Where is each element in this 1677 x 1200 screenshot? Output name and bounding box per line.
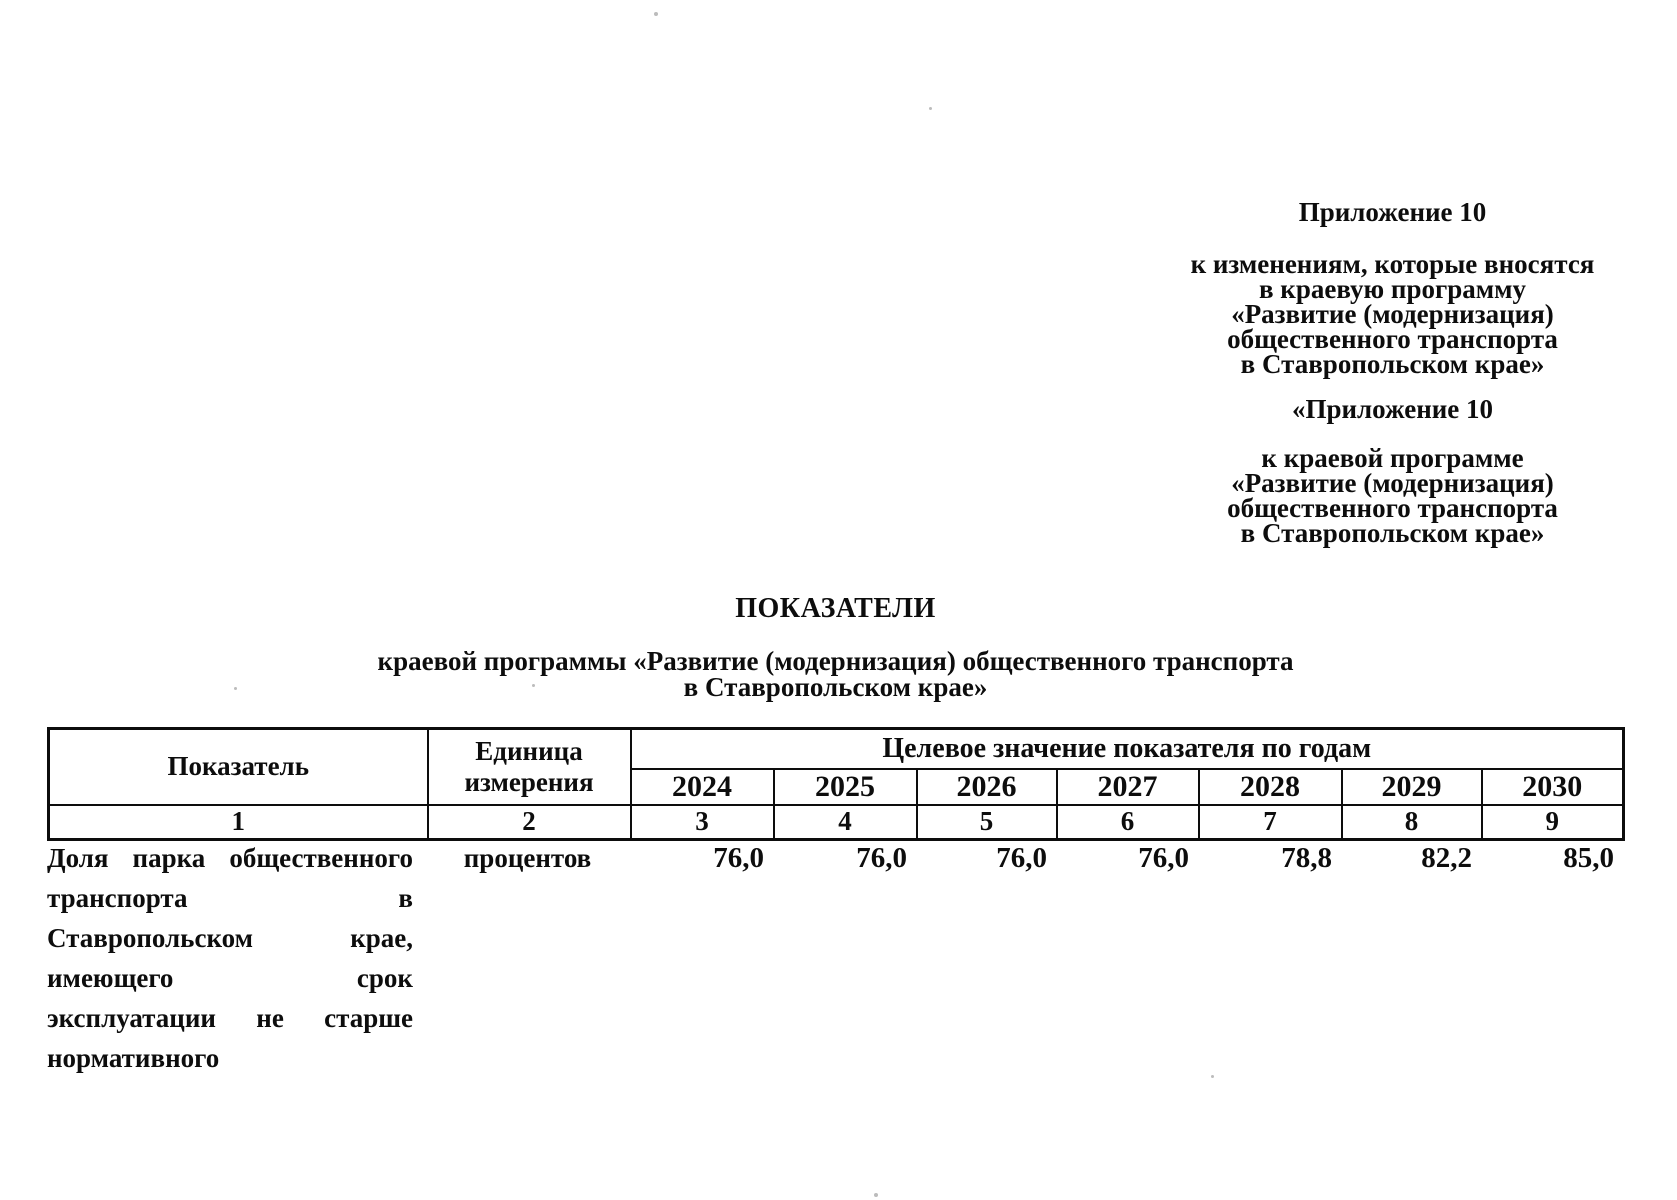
table-data-row: Доля парка общественного транспорта в Ст… <box>47 836 1622 1078</box>
column-number-9: 9 <box>1480 803 1625 841</box>
scan-speckle <box>874 1193 878 1197</box>
reference-line: к изменениям, которые вносятся <box>1190 249 1595 279</box>
scan-speckle <box>1211 1075 1214 1078</box>
document-title-block: ПОКАЗАТЕЛИ краевой программы «Развитие (… <box>47 593 1624 702</box>
value-cell-2025: 76,0 <box>856 842 907 874</box>
table-numbering-row: 1 2 3 4 5 6 7 8 9 <box>47 803 1625 841</box>
indicator-column-header: Показатель <box>47 727 429 806</box>
scan-speckle <box>654 12 658 16</box>
reference-line: «Развитие (модернизация) <box>1231 299 1554 329</box>
title-subtitle-line: краевой программы «Развитие (модернизаци… <box>377 646 1294 676</box>
column-number-2: 2 <box>426 803 632 841</box>
unit-column-header: Единица измерения <box>426 727 632 806</box>
indicator-line: Ставропольском крае, <box>47 923 413 953</box>
table-header-row: Показатель Единица измерения Целевое зна… <box>47 727 1625 806</box>
indicator-line: имеющего срок <box>47 963 413 993</box>
column-number-4: 4 <box>772 803 918 841</box>
scan-speckle <box>929 107 932 110</box>
table-years-row: 2024 2025 2026 2027 2028 2029 2030 <box>49 767 1625 806</box>
reference-line: общественного транспорта <box>1227 493 1558 523</box>
value-cell-2027: 76,0 <box>1138 842 1189 874</box>
reference-line: «Развитие (модернизация) <box>1231 468 1554 498</box>
column-number-8: 8 <box>1340 803 1483 841</box>
page-title: ПОКАЗАТЕЛИ <box>735 593 936 624</box>
value-cell-2028: 78,8 <box>1281 842 1332 874</box>
value-cell-2030: 85,0 <box>1563 842 1614 874</box>
year-header-2024: 2024 <box>629 767 775 806</box>
amendments-reference: к изменениям, которые вносятся в краевую… <box>1190 249 1595 379</box>
year-header-2028: 2028 <box>1197 767 1343 806</box>
program-reference: к краевой программе «Развитие (модерниза… <box>1190 443 1595 548</box>
value-cell-2029: 82,2 <box>1421 842 1472 874</box>
column-number-3: 3 <box>629 803 775 841</box>
indicator-cell: Доля парка общественного транспорта в Ст… <box>47 836 426 1078</box>
column-number-7: 7 <box>1197 803 1343 841</box>
year-header-2027: 2027 <box>1055 767 1200 806</box>
column-number-5: 5 <box>915 803 1058 841</box>
years-group-header: Целевое значение показателя по годам <box>629 727 1625 770</box>
indicator-line: эксплуатации не старше <box>47 1003 413 1033</box>
quoted-appendix-label: «Приложение 10 <box>1291 394 1494 424</box>
scan-speckle <box>532 684 535 687</box>
appendix-header-block: Приложение 10 к изменениям, которые внос… <box>1190 197 1595 548</box>
column-number-6: 6 <box>1055 803 1200 841</box>
value-cell-2024: 76,0 <box>713 842 764 874</box>
reference-line: к краевой программе <box>1261 443 1524 473</box>
indicator-line: транспорта в <box>47 883 413 913</box>
unit-cell: процентов <box>463 843 592 873</box>
indicator-line: нормативного <box>47 1043 220 1073</box>
scan-speckle <box>234 687 237 690</box>
title-subtitle-line: в Ставропольском крае» <box>683 672 988 702</box>
reference-line: в Ставропольском крае» <box>1240 518 1545 548</box>
indicator-line: Доля парка общественного <box>47 843 413 873</box>
appendix-label: Приложение 10 <box>1298 197 1487 227</box>
reference-line: в Ставропольском крае» <box>1240 349 1545 379</box>
year-header-2025: 2025 <box>772 767 918 806</box>
scan-speckle <box>1500 294 1503 297</box>
year-header-2030: 2030 <box>1480 767 1625 806</box>
indicators-table: Показатель Единица измерения Целевое зна… <box>47 727 1626 841</box>
year-header-2029: 2029 <box>1340 767 1483 806</box>
value-cell-2026: 76,0 <box>996 842 1047 874</box>
year-header-2026: 2026 <box>915 767 1058 806</box>
scan-speckle <box>1053 658 1056 661</box>
reference-line: в краевую программу <box>1258 274 1527 304</box>
reference-line: общественного транспорта <box>1227 324 1558 354</box>
column-number-1: 1 <box>47 803 429 841</box>
